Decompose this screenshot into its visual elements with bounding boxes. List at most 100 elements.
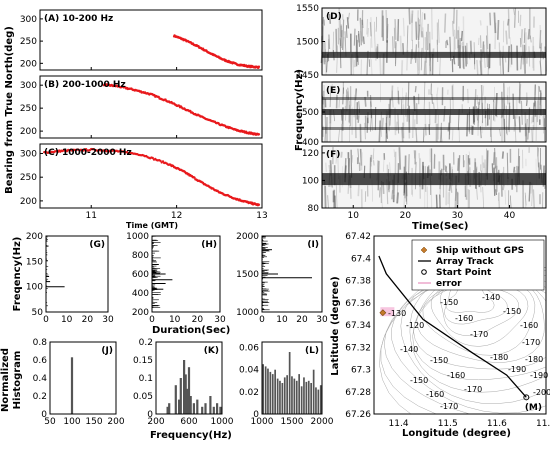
y-axis-label: Latitude (degree) (330, 276, 341, 375)
spectrogram-streak (352, 54, 355, 76)
y-axis-label: Histogram (12, 351, 23, 410)
histogram-bar (300, 386, 303, 414)
histogram-bar (212, 406, 215, 414)
spectrogram-streak (354, 114, 357, 139)
y-tick-label: 0.04 (239, 366, 259, 376)
spectrogram-streak (531, 185, 533, 207)
histogram-bar (184, 374, 187, 414)
spectrogram-streak (357, 148, 360, 165)
spectrogram-streak (520, 55, 523, 70)
spectrogram-streak (328, 165, 331, 171)
spectrogram-frame (321, 145, 547, 209)
spectrogram-streak (519, 14, 522, 27)
panel-label: (F) (326, 150, 340, 160)
histogram-bar (189, 396, 192, 414)
spectrogram-streak (493, 12, 497, 34)
panel-label: (G) (89, 240, 105, 250)
legend-start-symbol (421, 269, 427, 275)
y-tick-label: 67.28 (345, 388, 371, 398)
y-axis-label: Normalized (0, 348, 11, 412)
bearing-frame (39, 9, 263, 71)
duration-frame (151, 235, 221, 313)
spectrogram-streak (452, 20, 454, 37)
panel-label: (B) 200-1000 Hz (44, 80, 126, 90)
y-tick-label: 300 (20, 15, 37, 25)
spectrogram-streak (466, 113, 469, 137)
spectrogram-streak (532, 189, 535, 209)
panel-label: (A) 10-200 Hz (44, 14, 113, 24)
spectrogram-streak (412, 111, 414, 139)
spectrogram-streak (492, 152, 496, 166)
spectrogram-streak (414, 86, 417, 93)
histogram-bar (183, 360, 186, 414)
y-tick-label: 0.2 (33, 392, 47, 402)
x-tick-label: 100 (63, 417, 80, 427)
y-tick-label: 0.6 (33, 356, 48, 366)
histogram-bar (186, 388, 189, 414)
spectrogram-streak (398, 147, 402, 170)
x-tick-label: 10 (61, 315, 73, 325)
spectrogram-streak (372, 148, 375, 160)
spectrogram-streak (416, 58, 420, 76)
spectrogram-streak (506, 18, 510, 26)
histogram-frame (49, 341, 117, 415)
spectrogram-band (322, 127, 546, 130)
spectrogram-streak (359, 18, 362, 32)
histogram-bar (187, 367, 191, 414)
contour-label: -160 (455, 314, 473, 323)
y-tick-label: 1500 (236, 270, 259, 280)
y-tick-label: 100 (302, 176, 319, 186)
y-tick-label: 67.3 (351, 366, 371, 376)
contour-label: -140 (400, 345, 418, 354)
contour-label: -190 (508, 365, 526, 374)
spectrogram-streak (501, 151, 505, 159)
spectrogram-streak (366, 18, 369, 35)
y-tick-label: 500 (302, 108, 319, 118)
x-tick-label: 12 (171, 211, 182, 221)
contour-label: -160 (447, 371, 465, 380)
histogram-bar (283, 377, 286, 414)
spectrogram-streak (436, 123, 439, 143)
histogram-bar (315, 387, 317, 414)
contour-label: -170 (464, 385, 482, 394)
histogram-bar (295, 380, 298, 414)
histogram-bar (70, 357, 74, 414)
contour-label: -160 (426, 390, 444, 399)
histogram-bar (317, 389, 320, 414)
histogram-bar (201, 406, 204, 414)
spectrogram-streak (393, 27, 396, 49)
spectrogram-streak (486, 35, 488, 68)
histogram-bar (262, 364, 264, 414)
histogram-bar (319, 385, 322, 414)
y-tick-label: 1000 (236, 308, 259, 318)
spectrogram-streak (358, 30, 361, 47)
y-tick-label: 67.42 (345, 232, 371, 242)
y-tick-label: 300 (20, 81, 37, 91)
contour-label: -150 (430, 356, 448, 365)
histogram-bar (310, 383, 312, 414)
spectrogram-streak (378, 120, 382, 143)
spectrogram-streak (371, 59, 373, 76)
contour-label: -120 (406, 321, 424, 330)
x-tick-label: 10 (169, 315, 181, 325)
contour-line (383, 267, 550, 421)
spectrogram-streak (351, 155, 354, 163)
x-tick-label: 20 (400, 211, 412, 221)
spectrogram-streak (379, 187, 381, 198)
spectrogram-streak (423, 82, 426, 110)
spectrogram-streak (325, 162, 327, 172)
spectrogram-band (322, 97, 546, 100)
y-tick-label: 0.15 (133, 356, 153, 366)
spectrogram-streak (415, 21, 418, 40)
legend-ship-symbol (420, 246, 428, 254)
panel-label: (J) (101, 346, 113, 356)
spectrogram-streak (522, 59, 526, 71)
y-tick-label: 400 (302, 138, 319, 148)
y-tick-label: 150 (26, 257, 43, 267)
legend-box (411, 239, 545, 291)
x-tick-label: 50 (44, 417, 56, 427)
spectrogram-streak (338, 129, 340, 143)
spectrogram-streak (403, 182, 406, 196)
spectrogram-streak (324, 185, 327, 209)
x-tick-label: 1500 (281, 417, 304, 427)
